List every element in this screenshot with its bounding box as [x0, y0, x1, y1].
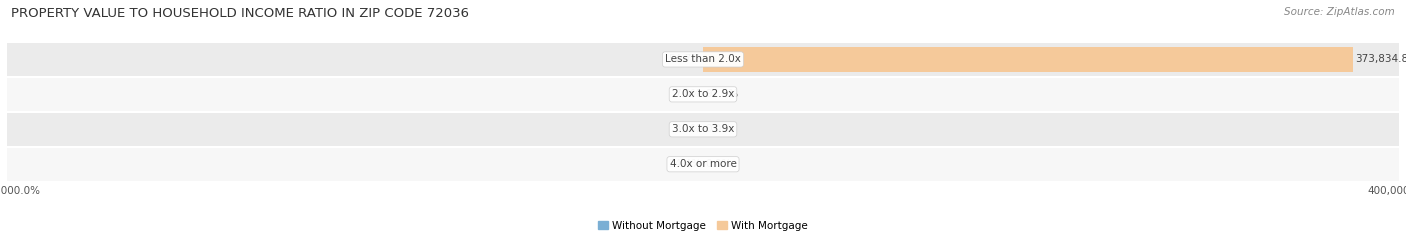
Text: 3.0x to 3.9x: 3.0x to 3.9x	[672, 124, 734, 134]
Bar	[7, 147, 1399, 182]
Text: 2.0x to 2.9x: 2.0x to 2.9x	[672, 89, 734, 99]
Bar	[7, 42, 1399, 77]
Legend: Without Mortgage, With Mortgage: Without Mortgage, With Mortgage	[593, 216, 813, 233]
Text: Less than 2.0x: Less than 2.0x	[665, 55, 741, 64]
Bar	[703, 47, 1354, 72]
Bar	[7, 112, 1399, 147]
Text: 3.1%: 3.1%	[675, 124, 702, 134]
Text: 54.7%: 54.7%	[668, 55, 700, 64]
Text: 34.4%: 34.4%	[668, 159, 700, 169]
Text: 4.0x or more: 4.0x or more	[669, 159, 737, 169]
Text: 7.8%: 7.8%	[675, 89, 702, 99]
Text: PROPERTY VALUE TO HOUSEHOLD INCOME RATIO IN ZIP CODE 72036: PROPERTY VALUE TO HOUSEHOLD INCOME RATIO…	[11, 7, 470, 20]
Text: Source: ZipAtlas.com: Source: ZipAtlas.com	[1284, 7, 1395, 17]
Text: 373,834.8%: 373,834.8%	[1355, 55, 1406, 64]
Bar	[7, 77, 1399, 112]
Text: 0.0%: 0.0%	[704, 124, 731, 134]
Text: 0.0%: 0.0%	[704, 159, 731, 169]
Text: 91.3%: 91.3%	[706, 89, 738, 99]
